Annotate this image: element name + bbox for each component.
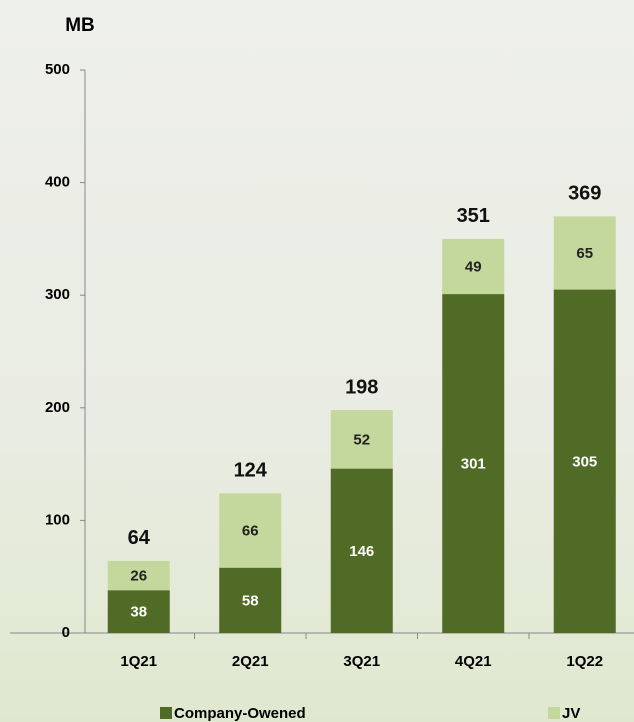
value-label: 52 bbox=[353, 431, 370, 448]
x-tick-label: 4Q21 bbox=[455, 653, 492, 670]
value-label: 66 bbox=[242, 523, 259, 540]
value-label: 301 bbox=[461, 456, 486, 473]
total-label: 64 bbox=[128, 527, 151, 549]
value-label: 65 bbox=[576, 245, 593, 262]
value-label: 146 bbox=[349, 543, 374, 560]
y-tick-label: 500 bbox=[45, 61, 70, 78]
x-tick-label: 1Q22 bbox=[566, 653, 603, 670]
y-tick-label: 100 bbox=[45, 511, 70, 528]
y-tick-label: 300 bbox=[45, 286, 70, 303]
x-tick-label: 1Q21 bbox=[120, 653, 157, 670]
y-tick-label: 200 bbox=[45, 399, 70, 416]
total-label: 351 bbox=[457, 205, 490, 227]
total-label: 124 bbox=[234, 460, 268, 482]
bar-segment bbox=[553, 216, 616, 290]
bar-segment bbox=[553, 289, 616, 633]
value-label: 305 bbox=[572, 453, 597, 470]
value-label: 38 bbox=[130, 604, 147, 621]
bar-segment bbox=[442, 294, 505, 633]
legend-swatch bbox=[160, 707, 172, 719]
bar-segment bbox=[330, 468, 393, 633]
y-axis-label: MB bbox=[65, 15, 95, 36]
bar-segment bbox=[107, 560, 170, 591]
value-label: 49 bbox=[465, 258, 482, 275]
bar-segment bbox=[442, 238, 505, 295]
total-label: 198 bbox=[345, 376, 378, 398]
value-label: 26 bbox=[130, 568, 147, 585]
bar-segment bbox=[219, 493, 282, 568]
legend-label: JV bbox=[562, 705, 580, 722]
legend-swatch bbox=[548, 707, 560, 719]
y-tick-label: 0 bbox=[62, 624, 70, 641]
total-label: 369 bbox=[568, 183, 601, 205]
x-tick-label: 2Q21 bbox=[232, 653, 269, 670]
bar-segment bbox=[107, 590, 170, 633]
bar-segment bbox=[219, 567, 282, 633]
value-label: 58 bbox=[242, 592, 259, 609]
x-tick-label: 3Q21 bbox=[343, 653, 380, 670]
y-tick-label: 400 bbox=[45, 174, 70, 191]
bar-segment bbox=[330, 410, 393, 469]
legend-label: Company-Owened bbox=[174, 705, 306, 722]
